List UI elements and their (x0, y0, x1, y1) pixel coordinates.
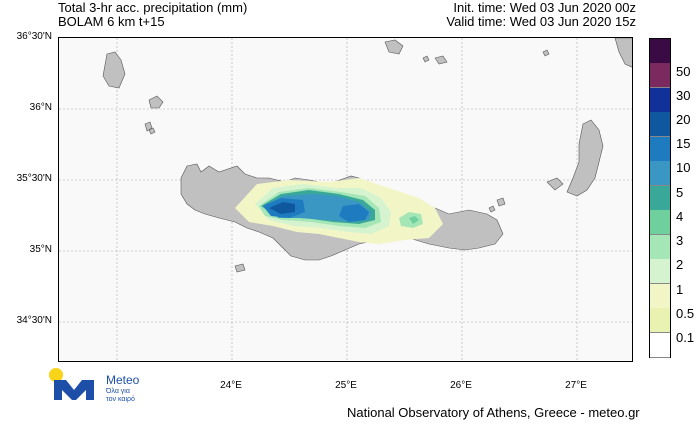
anafi-island (434, 55, 448, 65)
colorbar-label: 2 (676, 257, 684, 272)
lat-label: 35°N (29, 244, 52, 255)
logo-tagline-1: Όλα για (106, 388, 130, 395)
colorbar-label: 30 (676, 88, 691, 103)
run-info: Init. time: Wed 03 Jun 2020 00z Valid ti… (446, 1, 636, 29)
colorbar (649, 38, 671, 358)
colorbar-label: 4 (676, 209, 684, 224)
lon-label: 24°E (220, 380, 242, 391)
lat-label: 35°30'N (16, 173, 52, 184)
title-line-1: Total 3-hr acc. precipitation (mm) (58, 0, 248, 15)
lon-label: 27°E (565, 380, 587, 391)
init-time: Init. time: Wed 03 Jun 2020 00z (453, 0, 636, 15)
colorbar-segment (650, 112, 670, 138)
rhodes-island (614, 38, 632, 68)
karpathos-island (566, 119, 604, 197)
colorbar-label: 5 (676, 185, 684, 200)
santorini-island (384, 39, 404, 55)
meteo-logo[interactable] (44, 366, 104, 409)
colorbar-segment (650, 210, 670, 236)
lon-label: 26°E (450, 380, 472, 391)
colorbar-segment (650, 161, 670, 187)
colorbar-segment (650, 234, 670, 260)
chart-title: Total 3-hr acc. precipitation (mm) BOLAM… (58, 1, 247, 29)
lat-label: 36°30'N (16, 31, 52, 42)
logo-tagline-2: τον καιρό (106, 396, 135, 403)
title-line-2: BOLAM 6 km t+15 (58, 14, 165, 29)
colorbar-segment (650, 136, 670, 162)
colorbar-label: 50 (676, 64, 691, 79)
map-canvas (59, 38, 632, 361)
gavdos-island (234, 263, 246, 273)
valid-time: Valid time: Wed 03 Jun 2020 15z (446, 14, 636, 29)
precipitation-field (235, 178, 443, 244)
lon-label: 25°E (335, 380, 357, 391)
colorbar-label: 0.1 (676, 330, 695, 345)
kythira-island (102, 51, 126, 89)
colorbar-segment (650, 185, 670, 211)
lat-label: 34°30'N (16, 315, 52, 326)
meteo-logo-mark (49, 368, 94, 400)
colorbar-segment (650, 283, 670, 309)
colorbar-segment (650, 308, 670, 334)
lat-label: 36°N (29, 102, 52, 113)
sun-icon (49, 368, 63, 382)
antikythera-island (144, 121, 153, 132)
colorbar-segment (650, 63, 670, 89)
colorbar-label: 1 (676, 282, 684, 297)
colorbar-label: 10 (676, 160, 691, 175)
colorbar-segment (650, 87, 670, 113)
colorbar-segment (650, 332, 670, 358)
colorbar-label: 20 (676, 112, 691, 127)
colorbar-label: 0.5 (676, 306, 695, 321)
colorbar-label: 3 (676, 233, 684, 248)
colorbar-segment (650, 39, 670, 64)
kasos-island (546, 177, 564, 191)
milos-island (148, 95, 164, 109)
logo-name: Meteo (106, 373, 140, 387)
footer-credit: National Observatory of Athens, Greece -… (347, 405, 640, 420)
colorbar-label: 15 (676, 136, 691, 151)
precipitation-map (58, 37, 633, 362)
colorbar-segment (650, 259, 670, 285)
